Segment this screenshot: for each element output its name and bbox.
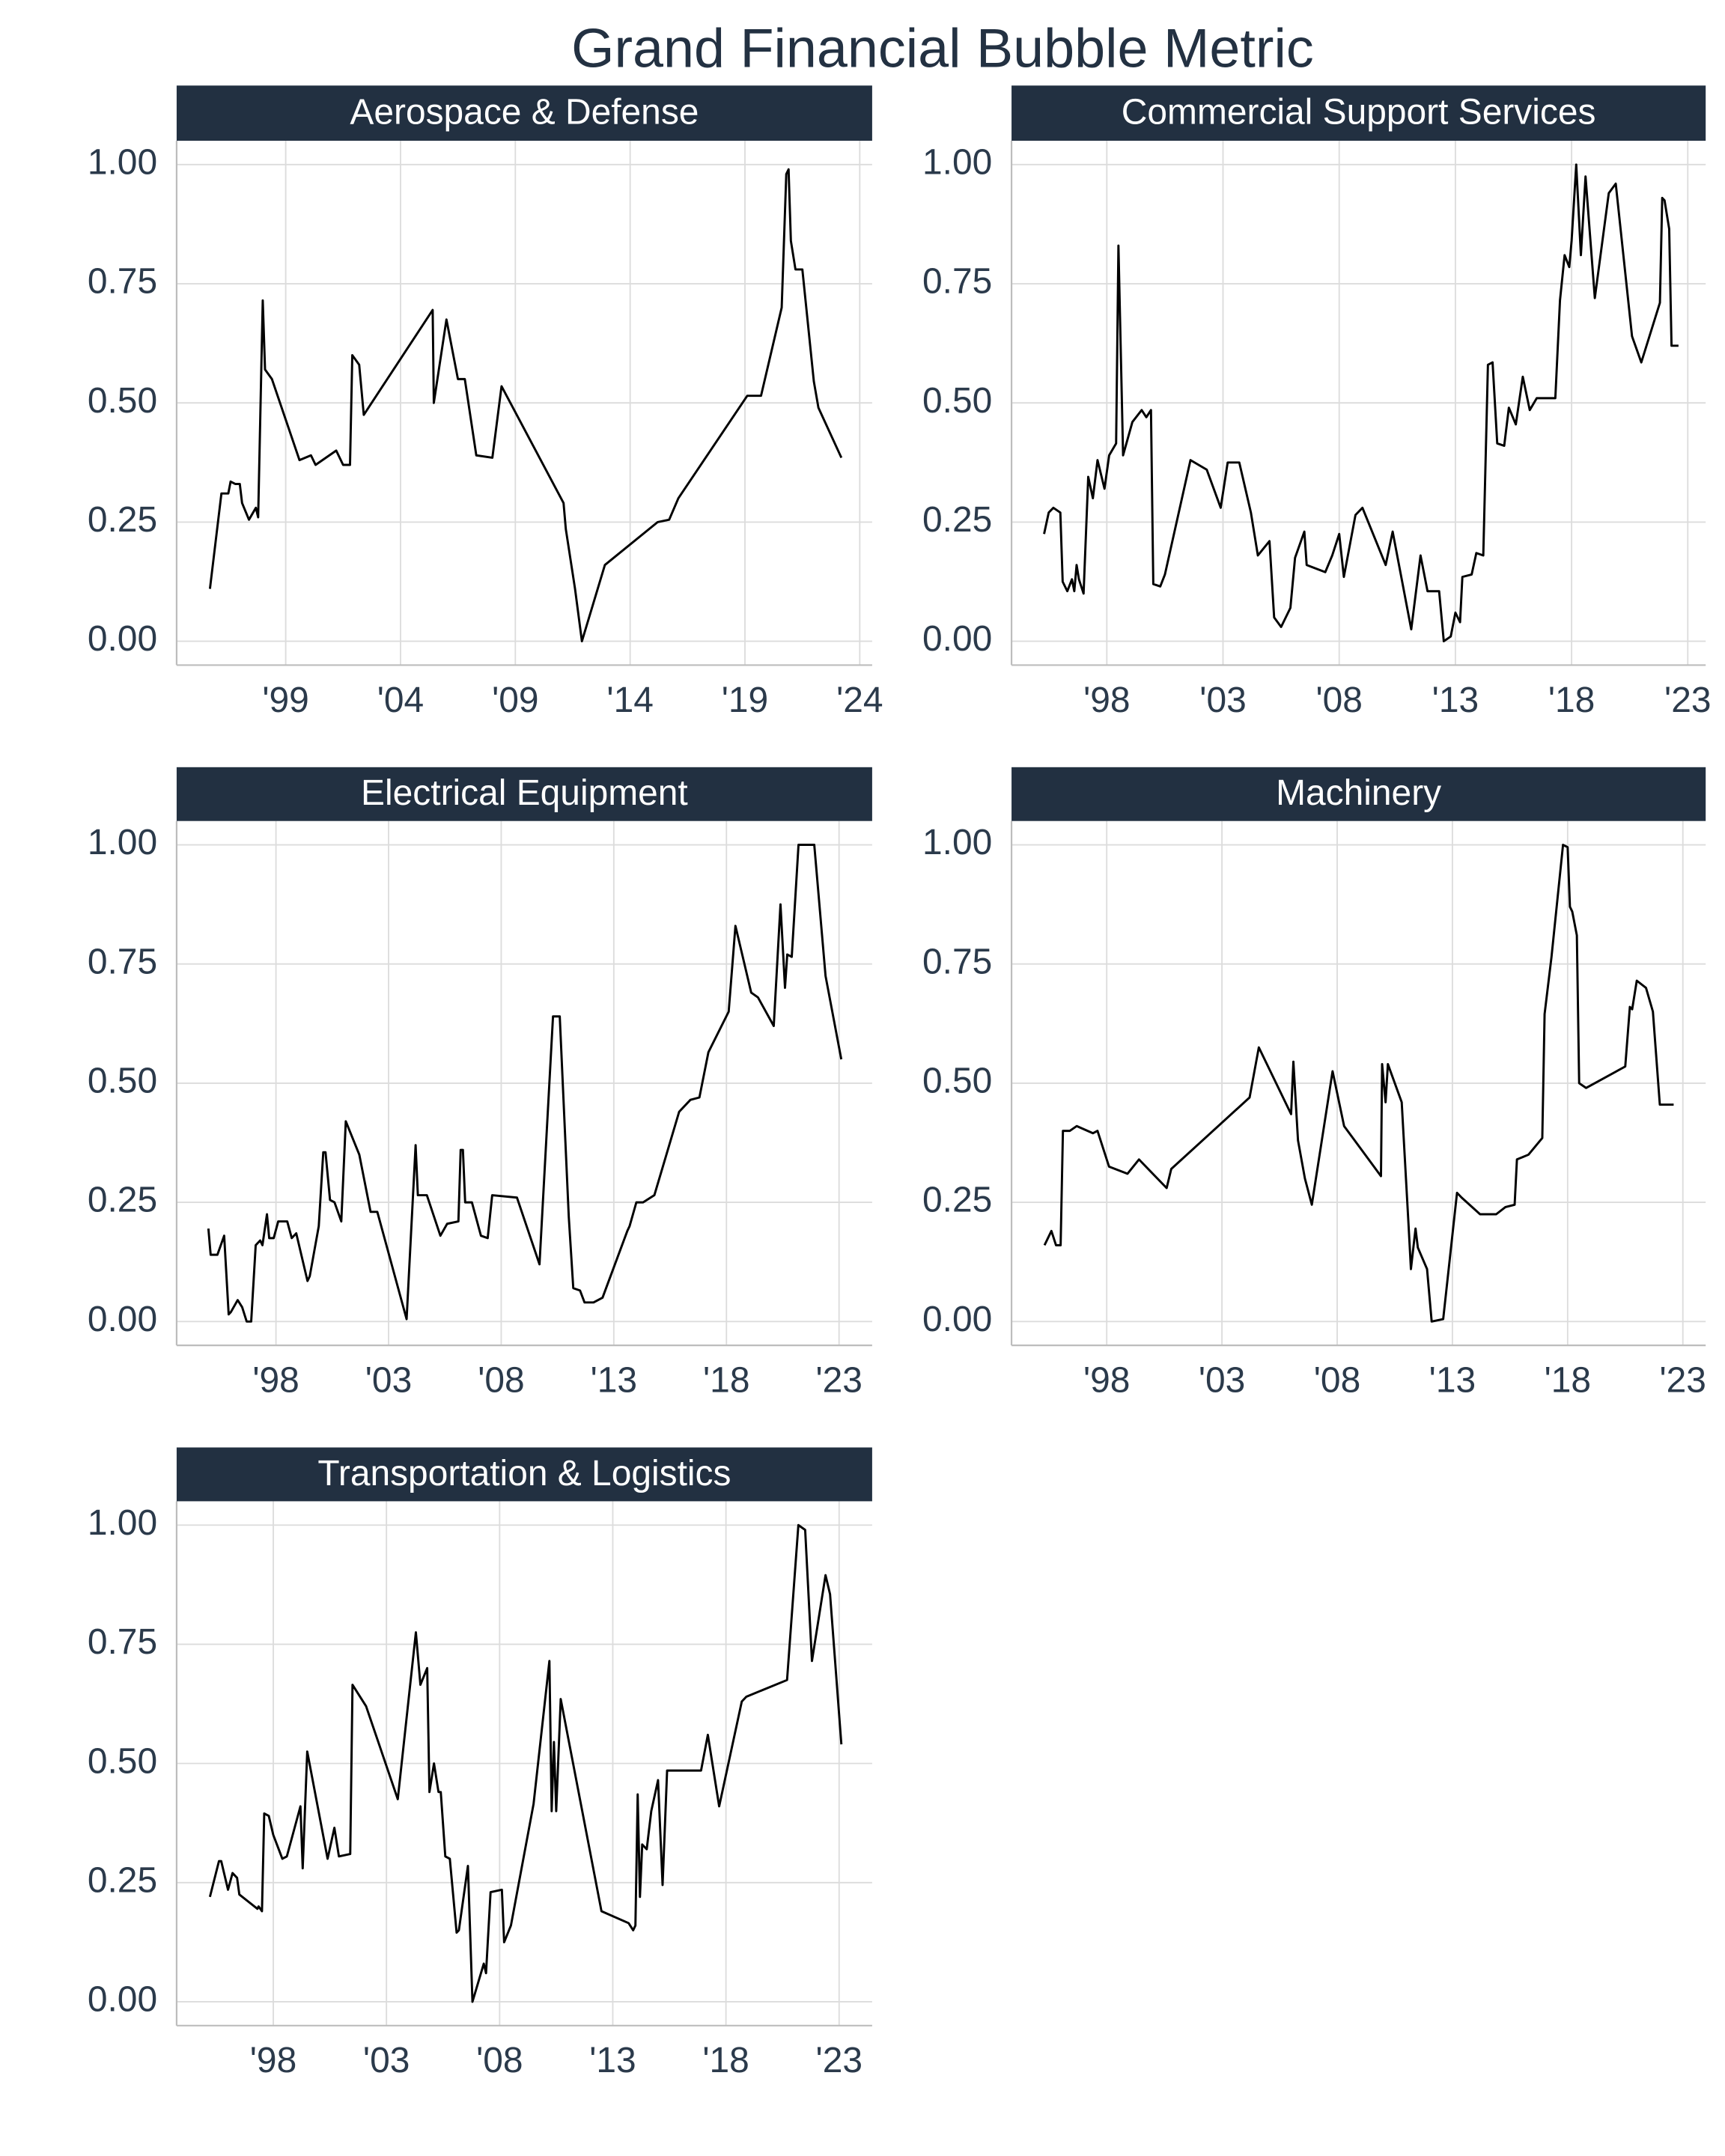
x-tick-label: '23 <box>815 1361 862 1401</box>
x-tick-label: '98 <box>250 2041 296 2080</box>
panel-title: Machinery <box>1276 773 1441 813</box>
data-line <box>207 844 843 1323</box>
y-tick-label: 1.00 <box>88 1503 157 1543</box>
panel-title: Electrical Equipment <box>361 773 688 813</box>
x-tick-label: '08 <box>476 2041 523 2080</box>
x-tick-label: '18 <box>1548 680 1595 720</box>
x-tick-label: '04 <box>377 680 424 720</box>
x-tick-label: '98 <box>1083 1361 1130 1401</box>
strip <box>176 1447 872 1502</box>
x-tick-label: '23 <box>1664 680 1711 720</box>
y-tick-label: 0.75 <box>88 1622 157 1662</box>
strip <box>176 85 872 141</box>
x-tick-label: '18 <box>1545 1361 1591 1401</box>
panel-title: Aerospace & Defense <box>350 93 699 133</box>
strip <box>1011 85 1706 141</box>
y-tick-label: 0.50 <box>922 1062 992 1101</box>
x-tick-label: '03 <box>363 2041 410 2080</box>
y-tick-label: 1.00 <box>88 142 157 182</box>
x-tick-label: '13 <box>1432 680 1479 720</box>
strip <box>176 767 872 821</box>
x-tick-label: '03 <box>1199 1361 1245 1401</box>
x-tick-label: '13 <box>1429 1361 1476 1401</box>
x-tick-label: '03 <box>365 1361 412 1401</box>
x-tick-label: '14 <box>606 680 653 720</box>
data-line <box>208 168 843 643</box>
y-tick-label: 0.00 <box>88 1300 157 1339</box>
y-tick-label: 0.00 <box>88 1980 157 2020</box>
chart-title: Grand Financial Bubble Metric <box>571 17 1314 79</box>
y-tick-label: 0.00 <box>922 619 992 659</box>
y-tick-label: 0.50 <box>88 1741 157 1781</box>
panel-title: Transportation & Logistics <box>317 1454 731 1493</box>
x-tick-label: '23 <box>816 2041 862 2080</box>
x-tick-label: '98 <box>1083 680 1130 720</box>
x-tick-label: '09 <box>492 680 538 720</box>
y-tick-label: 0.50 <box>88 1062 157 1101</box>
x-tick-label: '08 <box>1315 680 1362 720</box>
y-tick-label: 0.75 <box>922 262 992 302</box>
y-tick-label: 0.75 <box>88 262 157 302</box>
y-tick-label: 0.25 <box>88 1181 157 1220</box>
y-tick-label: 0.25 <box>922 500 992 540</box>
data-line <box>1043 844 1674 1323</box>
y-tick-label: 0.00 <box>922 1300 992 1339</box>
data-line <box>1043 163 1679 643</box>
y-tick-label: 1.00 <box>922 142 992 182</box>
x-tick-label: '08 <box>1314 1361 1360 1401</box>
x-tick-label: '98 <box>252 1361 299 1401</box>
x-tick-label: '19 <box>722 680 768 720</box>
y-tick-label: 0.75 <box>922 942 992 981</box>
x-tick-label: '99 <box>262 680 308 720</box>
x-tick-label: '03 <box>1199 680 1246 720</box>
x-tick-label: '24 <box>836 680 883 720</box>
y-tick-label: 0.25 <box>88 500 157 540</box>
y-tick-label: 0.50 <box>88 381 157 421</box>
x-tick-label: '08 <box>478 1361 524 1401</box>
x-tick-label: '18 <box>703 1361 749 1401</box>
y-tick-label: 1.00 <box>922 823 992 862</box>
y-tick-label: 0.50 <box>922 381 992 421</box>
x-tick-label: '13 <box>591 1361 637 1401</box>
x-tick-label: '18 <box>702 2041 749 2080</box>
x-tick-label: '13 <box>589 2041 636 2080</box>
y-tick-label: 0.75 <box>88 942 157 981</box>
data-line <box>208 1523 843 2003</box>
x-tick-label: '23 <box>1660 1361 1706 1401</box>
y-tick-label: 0.00 <box>88 619 157 659</box>
panel-title: Commercial Support Services <box>1122 93 1596 133</box>
y-tick-label: 0.25 <box>922 1181 992 1220</box>
y-tick-label: 1.00 <box>88 823 157 862</box>
y-tick-label: 0.25 <box>88 1860 157 1900</box>
strip <box>1011 767 1706 821</box>
